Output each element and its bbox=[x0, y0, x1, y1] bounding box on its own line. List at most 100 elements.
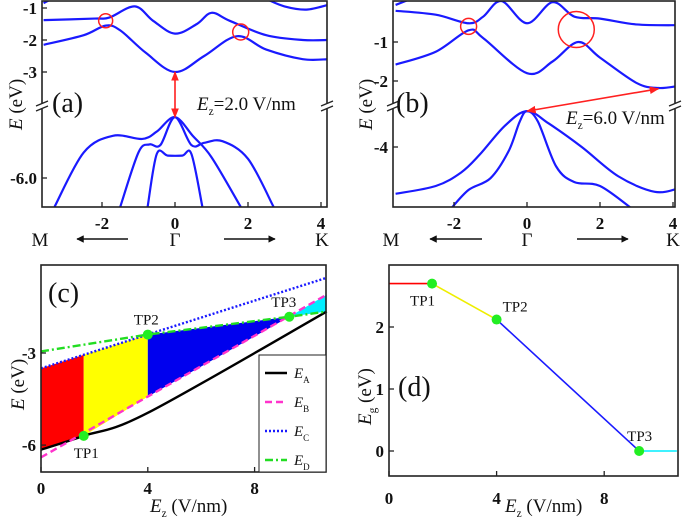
axis-break-gap bbox=[321, 103, 333, 109]
x-tick-label: -2 bbox=[95, 214, 109, 233]
plot-frame bbox=[388, 264, 679, 477]
y-axis-label: E (eV) bbox=[6, 79, 27, 131]
field-annotation-sub: z bbox=[209, 106, 214, 118]
y-tick-label: -1 bbox=[374, 33, 388, 52]
y-tick-label: -3 bbox=[22, 344, 36, 363]
x-tick-label: 2 bbox=[596, 214, 605, 233]
legend-label-sub: B bbox=[303, 404, 309, 414]
x-tick-label: 0 bbox=[171, 214, 180, 233]
legend-label: ED bbox=[293, 453, 310, 472]
band-curve bbox=[395, 28, 675, 90]
band-curve bbox=[43, 5, 327, 42]
y-axis-label-rest: (eV) bbox=[6, 79, 27, 119]
transition-point bbox=[284, 311, 295, 322]
y-axis-label: Eg (eV) bbox=[355, 368, 379, 426]
panel-label: (d) bbox=[398, 372, 431, 403]
plot-frame bbox=[392, 0, 676, 208]
legend-label-var: E bbox=[293, 366, 303, 382]
band-curve bbox=[146, 149, 204, 207]
x-axis-label-sub: z bbox=[517, 508, 522, 520]
y-axis-label-var: E bbox=[6, 118, 27, 131]
band-curve bbox=[119, 116, 275, 207]
x-tick-label: 4 bbox=[317, 214, 326, 233]
x-tick-label: 4 bbox=[144, 479, 153, 498]
y-tick-label: -6.0 bbox=[10, 169, 37, 188]
axis-break-mark bbox=[386, 105, 400, 112]
y-axis-label-var: E bbox=[356, 118, 377, 131]
transition-point-label: TP2 bbox=[503, 300, 528, 316]
y-tick-label: 0 bbox=[376, 442, 385, 461]
legend-box bbox=[258, 354, 327, 473]
conduction-bands bbox=[43, 1, 327, 74]
k-point-k: K bbox=[315, 230, 329, 251]
panel-a: -2 0 2 4-1-2-3-6.0M Γ K(a) Ez=2.0 V/nmE (eV) bbox=[6, 0, 334, 251]
x-axis-label: Ez (V/nm) bbox=[149, 496, 227, 520]
transition-point bbox=[491, 314, 502, 325]
x-axis-label-var: E bbox=[504, 496, 517, 517]
axis-break-gap bbox=[387, 103, 399, 109]
series-line-d bbox=[40, 310, 327, 353]
axis-break-mark bbox=[35, 100, 49, 107]
legend-label-sub: A bbox=[303, 375, 310, 385]
field-annotation-sub: z bbox=[578, 120, 583, 132]
y-tick-label: -3 bbox=[23, 63, 37, 82]
x-tick-label: 0 bbox=[37, 479, 46, 498]
y-axis-label-rest: (eV) bbox=[8, 359, 29, 399]
legend-label-sub: C bbox=[303, 433, 309, 443]
x-tick-label: 8 bbox=[250, 479, 259, 498]
y-axis-label-rest: (eV) bbox=[356, 79, 377, 119]
panel-b: -2 0 2 4-1-2-4M Γ K(b) Ez=6.0 V/nmE (eV) bbox=[356, 0, 682, 251]
panel-label: (b) bbox=[396, 88, 429, 119]
k-point-k: K bbox=[666, 230, 680, 251]
x-axis-label-rest: (V/nm) bbox=[167, 496, 228, 517]
phase-region bbox=[83, 334, 148, 436]
anticrossing-circle bbox=[557, 10, 596, 49]
transition-point bbox=[427, 278, 438, 289]
y-tick-label: -1 bbox=[23, 0, 37, 18]
anticrossing-circle bbox=[231, 23, 250, 41]
k-point-gamma: Γ bbox=[170, 230, 181, 251]
x-axis-label-sub: z bbox=[162, 508, 167, 520]
y-axis-label-var: E bbox=[8, 398, 29, 411]
series-line-c bbox=[40, 276, 328, 370]
axis-break-mark bbox=[668, 100, 682, 107]
axis-break-gap bbox=[669, 103, 681, 109]
transition-point bbox=[142, 329, 153, 340]
transition-point bbox=[634, 446, 645, 456]
y-axis-label-var: E bbox=[355, 413, 376, 426]
legend-label-var: E bbox=[293, 424, 303, 440]
x-tick-label: 2 bbox=[244, 214, 253, 233]
y-axis-label-rest: (eV) bbox=[355, 368, 376, 408]
field-annotation-var: E bbox=[565, 108, 578, 129]
axis-break-gap bbox=[36, 103, 48, 109]
legend-label-var: E bbox=[293, 453, 303, 469]
band-curve bbox=[267, 1, 327, 11]
band-curve bbox=[43, 1, 50, 5]
transition-point-label: TP2 bbox=[134, 313, 159, 329]
k-point-m: M bbox=[383, 230, 400, 251]
axis-break-mark bbox=[320, 105, 334, 112]
y-axis-label-sub: g bbox=[367, 407, 379, 413]
y-axis-label: E (eV) bbox=[356, 79, 377, 131]
y-tick-label: -4 bbox=[374, 138, 389, 157]
axis-break-mark bbox=[320, 100, 334, 107]
x-tick-label: 8 bbox=[600, 489, 609, 508]
x-axis-label: Ez (V/nm) bbox=[504, 496, 582, 520]
phase-region bbox=[41, 354, 84, 450]
panel-label: (c) bbox=[48, 278, 79, 309]
legend-label: EA bbox=[293, 366, 310, 385]
x-axis-label-var: E bbox=[149, 496, 162, 517]
y-tick-label: 1 bbox=[376, 380, 385, 399]
transition-point-label: TP1 bbox=[410, 294, 435, 310]
gap-segment bbox=[431, 282, 497, 321]
band-curve bbox=[395, 1, 675, 27]
k-point-gamma: Γ bbox=[522, 230, 533, 251]
axis-break-mark bbox=[386, 100, 400, 107]
band-curve bbox=[53, 116, 242, 207]
anticrossing-circle bbox=[97, 13, 114, 29]
transition-point-label: TP3 bbox=[627, 429, 652, 445]
x-tick-label: 0 bbox=[523, 214, 532, 233]
